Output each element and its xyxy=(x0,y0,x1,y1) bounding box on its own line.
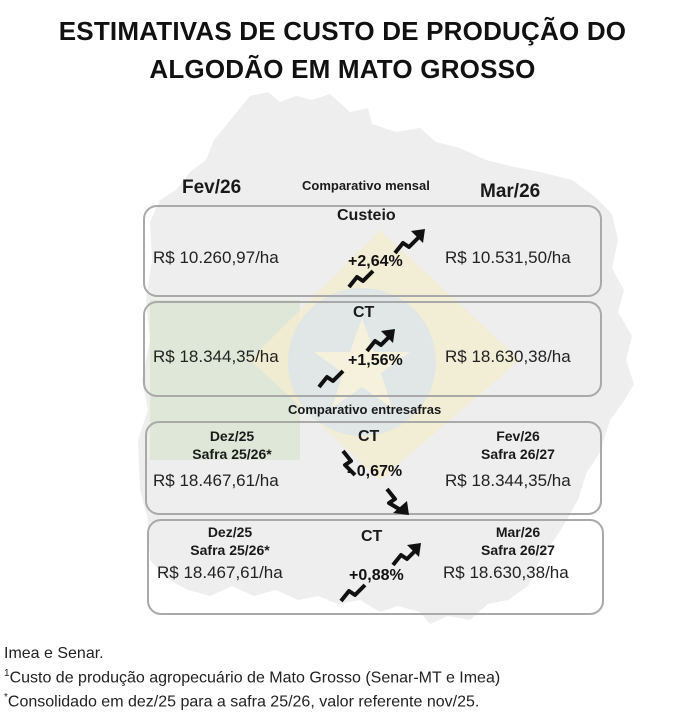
note-2-marker: * xyxy=(4,692,8,703)
footer-note-1: 1Custo de produção agropecuário de Mato … xyxy=(4,668,500,687)
left-period-month: Dez/25 xyxy=(207,524,253,540)
right-period: Fev/26 Safra 26/27 xyxy=(473,427,563,463)
panel-title: CT xyxy=(358,428,380,445)
ct-monthly-panel: CT R$ 18.344,35/ha +1,56% R$ 18.630,38/h… xyxy=(143,301,602,397)
percent-change: +2,64% xyxy=(348,253,403,270)
right-period-month: Fev/26 xyxy=(496,428,540,444)
right-period-season: Safra 26/27 xyxy=(481,542,555,558)
percent-change: +1,56% xyxy=(348,352,403,369)
monthly-right-period: Mar/26 xyxy=(480,181,541,202)
trend-up-arrow-icon xyxy=(339,543,421,603)
page-title: ESTIMATIVAS DE CUSTO DE PRODUÇÃO DO ALGO… xyxy=(0,12,685,88)
left-value: R$ 18.344,35/ha xyxy=(153,347,279,366)
left-period: Dez/25 Safra 25/26* xyxy=(175,523,285,559)
monthly-caption: Comparativo mensal xyxy=(302,178,430,193)
trend-down-arrow-icon xyxy=(341,449,409,515)
note-1-marker: 1 xyxy=(4,668,10,679)
panel-title: Custeio xyxy=(337,207,396,224)
flag-star xyxy=(314,318,410,408)
right-period-month: Mar/26 xyxy=(495,524,541,540)
trend-up-arrow-icon xyxy=(347,229,425,289)
right-value: R$ 18.630,38/ha xyxy=(443,563,569,582)
custeio-panel: Custeio R$ 10.260,97/ha +2,64% R$ 10.531… xyxy=(143,205,602,297)
left-period-month: Dez/25 xyxy=(209,428,255,444)
percent-change: +0,88% xyxy=(349,567,404,584)
title-line-1: ESTIMATIVAS DE CUSTO DE PRODUÇÃO DO xyxy=(58,16,627,46)
left-period-season: Safra 25/26* xyxy=(192,446,272,462)
panel-title: CT xyxy=(361,528,383,545)
ct-between-seasons-panel-1: Dez/25 Safra 25/26* CT Fev/26 Safra 26/2… xyxy=(145,421,602,515)
right-value: R$ 18.344,35/ha xyxy=(445,471,571,490)
footer-source: Imea e Senar. xyxy=(4,645,104,662)
right-period-season: Safra 26/27 xyxy=(481,446,555,462)
left-period: Dez/25 Safra 25/26* xyxy=(187,427,277,463)
ct-between-seasons-panel-2: Dez/25 Safra 25/26* CT Mar/26 Safra 26/2… xyxy=(147,519,604,615)
title-line-2: ALGODÃO EM MATO GROSSO xyxy=(149,54,536,84)
note-2-text: Consolidado em dez/25 para a safra 25/26… xyxy=(7,693,480,711)
right-period: Mar/26 Safra 26/27 xyxy=(473,523,563,559)
left-period-season: Safra 25/26* xyxy=(190,542,270,558)
footer-note-2: *Consolidado em dez/25 para a safra 25/2… xyxy=(4,692,479,711)
flag-green-band xyxy=(150,300,300,460)
left-value: R$ 18.467,61/ha xyxy=(153,471,279,490)
left-value: R$ 18.467,61/ha xyxy=(157,563,283,582)
percent-change: - 0,67% xyxy=(347,463,403,480)
left-value: R$ 10.260,97/ha xyxy=(153,248,279,267)
between-seasons-caption: Comparativo entresafras xyxy=(288,402,442,417)
trend-up-arrow-icon xyxy=(317,329,395,389)
right-value: R$ 10.531,50/ha xyxy=(445,248,571,267)
note-1-text: Custo de produção agropecuário de Mato G… xyxy=(9,669,501,687)
right-value: R$ 18.630,38/ha xyxy=(445,347,571,366)
monthly-left-period: Fev/26 xyxy=(182,177,242,198)
panel-title: CT xyxy=(353,304,375,321)
